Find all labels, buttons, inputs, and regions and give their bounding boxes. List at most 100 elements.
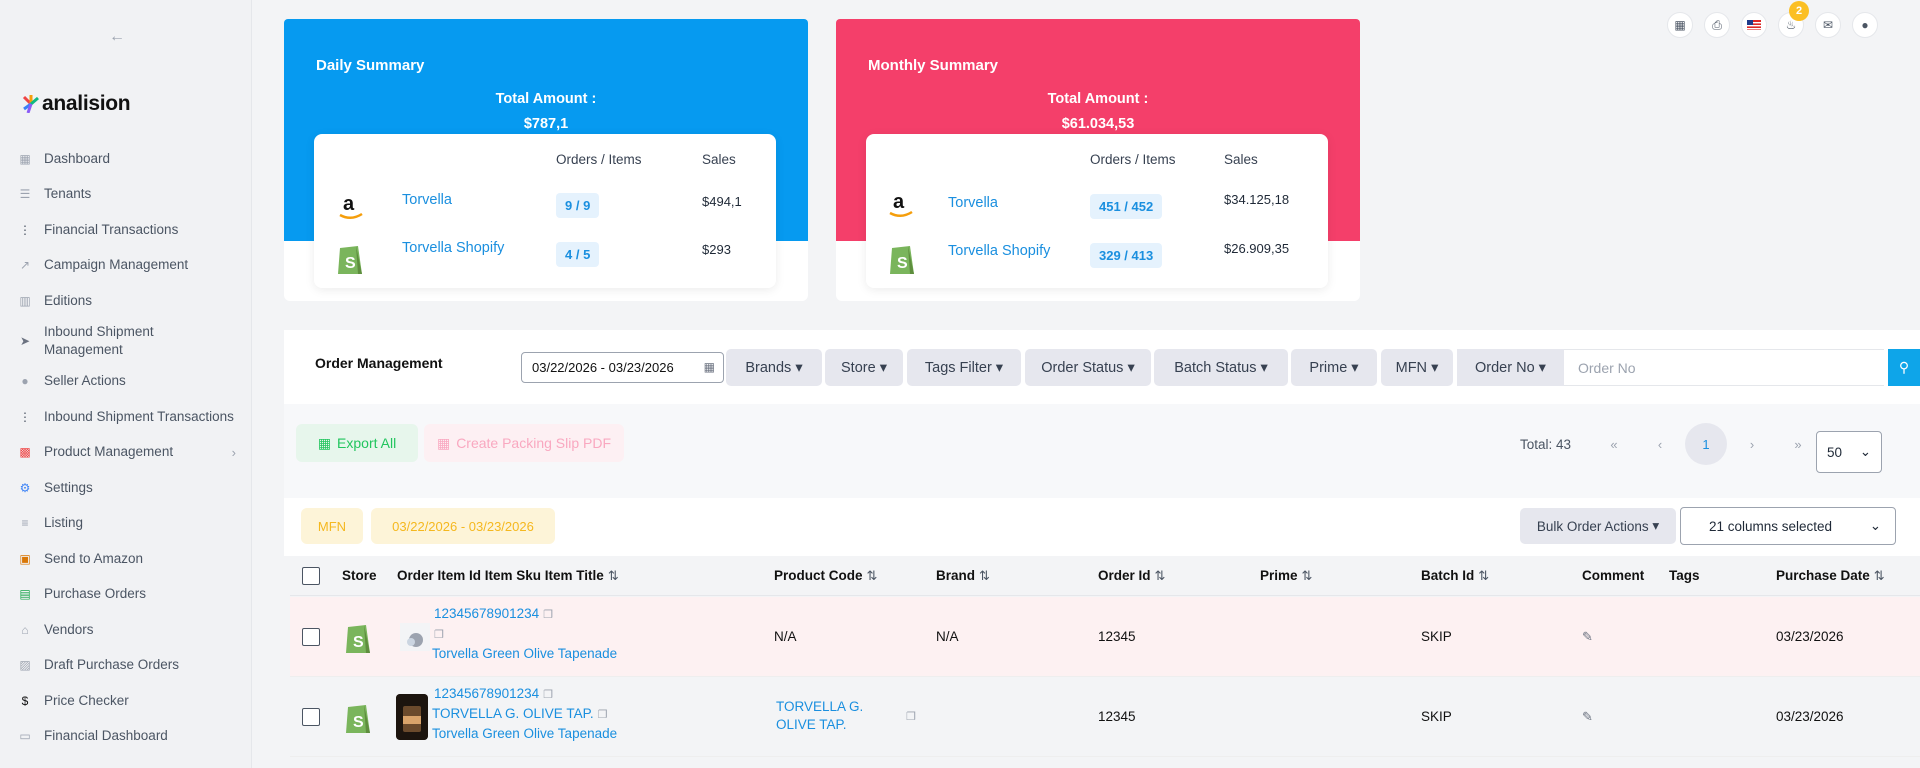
- sidebar-item-label: Listing: [44, 515, 84, 531]
- product-code[interactable]: TORVELLA G. OLIVE TAP.: [776, 699, 864, 732]
- select-all-checkbox[interactable]: [302, 567, 320, 585]
- sidebar-item-dashboard[interactable]: ▦ Dashboard: [0, 141, 252, 177]
- per-page-select[interactable]: 50 ⌄: [1816, 431, 1882, 473]
- order-no-input[interactable]: Order No: [1564, 349, 1884, 386]
- header-purchase-date[interactable]: Purchase Date ⇅: [1776, 568, 1885, 584]
- header-brand[interactable]: Brand ⇅: [936, 568, 990, 584]
- total-count: Total: 43: [1520, 436, 1572, 452]
- chip-date[interactable]: 03/22/2026 - 03/23/2026: [371, 508, 555, 544]
- copy-icon[interactable]: ❐: [906, 711, 916, 723]
- last-page-icon[interactable]: »: [1794, 436, 1802, 452]
- search-button[interactable]: ⚲: [1888, 349, 1920, 386]
- row-checkbox[interactable]: [302, 628, 320, 646]
- monthly-sales-torvella-shopify: $26.909,35: [1224, 241, 1290, 256]
- sidebar-item-draft-purchase-orders[interactable]: ▨ Draft Purchase Orders: [0, 648, 252, 684]
- sidebar-item-financial-dashboard[interactable]: ▭ Financial Dashboard: [0, 719, 252, 755]
- sidebar-item-financial-transactions[interactable]: ⋮ Financial Transactions: [0, 212, 252, 248]
- item-id[interactable]: 12345678901234 ❐: [434, 686, 553, 701]
- header-product-code[interactable]: Product Code ⇅: [774, 568, 877, 584]
- first-page-icon[interactable]: «: [1610, 436, 1618, 452]
- order-id[interactable]: 12345: [1098, 709, 1136, 724]
- sidebar-item-label: Settings: [44, 479, 93, 495]
- bulk-order-actions-button[interactable]: Bulk Order Actions ▾: [1520, 508, 1676, 544]
- sidebar-item-campaign-management[interactable]: ↗ Campaign Management: [0, 248, 252, 284]
- filter-tags[interactable]: Tags Filter ▾: [907, 349, 1021, 386]
- sidebar-item-listing[interactable]: ≡ Listing: [0, 506, 252, 542]
- header-order-id[interactable]: Order Id ⇅: [1098, 568, 1165, 584]
- filter-mfn[interactable]: MFN ▾: [1381, 349, 1453, 386]
- sidebar-item-label: Product Management: [44, 444, 174, 460]
- per-page-value: 50: [1827, 444, 1843, 460]
- filter-order-no[interactable]: Order No ▾: [1457, 349, 1564, 386]
- sidebar-item-settings[interactable]: ⚙ Settings: [0, 470, 252, 506]
- sidebar-item-seller-actions[interactable]: ● Seller Actions: [0, 364, 252, 400]
- logo[interactable]: analision: [22, 92, 131, 116]
- printer-icon[interactable]: ⎙: [1704, 12, 1730, 38]
- filter-prime[interactable]: Prime ▾: [1291, 349, 1377, 386]
- product-thumbnail[interactable]: [396, 694, 428, 740]
- arrow-left-icon[interactable]: ←: [109, 28, 125, 45]
- sidebar-item-purchase-orders[interactable]: ▤ Purchase Orders: [0, 577, 252, 613]
- sidebar-item-tenants[interactable]: ☰ Tenants: [0, 177, 252, 213]
- filter-store[interactable]: Store ▾: [825, 349, 903, 386]
- bell-icon[interactable]: ♨ 2: [1778, 1, 1809, 38]
- box-icon: ▣: [19, 551, 31, 566]
- columns-select[interactable]: 21 columns selected ⌄: [1680, 507, 1896, 545]
- filter-batch-status[interactable]: Batch Status ▾: [1154, 349, 1288, 386]
- item-id[interactable]: 12345678901234 ❐: [434, 606, 553, 621]
- header-prime[interactable]: Prime ⇅: [1260, 568, 1312, 584]
- brand: N/A: [936, 629, 959, 644]
- sidebar-item-send-to-amazon[interactable]: ▣ Send to Amazon: [0, 541, 252, 577]
- notification-badge: 2: [1789, 1, 1809, 21]
- monthly-orders-torvella-shopify: 329 / 413: [1090, 243, 1163, 268]
- item-sku[interactable]: TORVELLA G. OLIVE TAP. ❐: [432, 706, 607, 721]
- sidebar-item-price-checker[interactable]: $ Price Checker: [0, 683, 252, 719]
- header-batch-id[interactable]: Batch Id ⇅: [1421, 568, 1489, 584]
- product-thumbnail[interactable]: [400, 623, 430, 651]
- copy-icon[interactable]: ❐: [543, 689, 553, 701]
- daily-store-torvella[interactable]: Torvella: [402, 192, 452, 208]
- row-checkbox[interactable]: [302, 708, 320, 726]
- table-row[interactable]: S 12345678901234 ❐ TORVELLA G. OLIVE TAP.…: [290, 677, 1920, 757]
- chip-mfn[interactable]: MFN: [301, 508, 363, 544]
- copy-icon[interactable]: ❐: [434, 629, 444, 641]
- copy-icon[interactable]: ❐: [597, 709, 608, 721]
- sidebar-item-inbound-shipment-management[interactable]: ➤ Inbound Shipment Management: [0, 319, 252, 364]
- monthly-store-torvella[interactable]: Torvella: [948, 195, 998, 211]
- filter-brands[interactable]: Brands ▾: [726, 349, 822, 386]
- monthly-store-torvella-shopify[interactable]: Torvella Shopify: [948, 243, 1051, 259]
- filter-label: Store: [841, 359, 876, 376]
- sort-icon: ⇅: [979, 568, 990, 583]
- chat-icon[interactable]: ✉: [1815, 12, 1841, 38]
- sidebar-item-product-management[interactable]: ▩ Product Management ›: [0, 435, 252, 471]
- filter-order-status[interactable]: Order Status ▾: [1025, 349, 1151, 386]
- sku-copy[interactable]: ❐: [434, 626, 444, 641]
- table-row[interactable]: S 12345678901234 ❐ ❐ Torvella Green Olive…: [290, 597, 1920, 677]
- edit-comment-icon[interactable]: ✎: [1582, 709, 1593, 724]
- pdf-label: Create Packing Slip PDF: [456, 435, 612, 451]
- order-id[interactable]: 12345: [1098, 629, 1136, 644]
- copy-icon[interactable]: ❐: [543, 609, 553, 621]
- create-packing-slip-button[interactable]: ▦ Create Packing Slip PDF: [424, 424, 624, 462]
- date-range-input[interactable]: 03/22/2026 - 03/23/2026 ▦: [521, 352, 724, 383]
- item-title[interactable]: Torvella Green Olive Tapenade: [432, 646, 618, 661]
- current-page[interactable]: 1: [1685, 423, 1728, 465]
- header-item[interactable]: Order Item Id Item Sku Item Title ⇅: [397, 568, 619, 584]
- listing-icon: ≡: [21, 516, 29, 531]
- flag-us-icon[interactable]: [1741, 12, 1767, 38]
- edit-comment-icon[interactable]: ✎: [1582, 629, 1593, 644]
- sidebar-item-vendors[interactable]: ⌂ Vendors: [0, 612, 252, 648]
- shopify-icon: S: [338, 246, 362, 274]
- daily-store-torvella-shopify[interactable]: Torvella Shopify: [402, 240, 505, 256]
- search-icon: ⚲: [1898, 359, 1910, 375]
- export-all-button[interactable]: ▦ Export All: [296, 424, 418, 462]
- user-icon[interactable]: ●: [1852, 12, 1878, 38]
- prev-page-icon[interactable]: ‹: [1657, 436, 1663, 452]
- calculator-icon[interactable]: ▦: [1667, 12, 1693, 38]
- daily-col-orders: Orders / Items: [556, 152, 642, 167]
- sidebar-item-label: Tenants: [44, 186, 92, 202]
- item-title[interactable]: Torvella Green Olive Tapenade: [432, 726, 618, 741]
- next-page-icon[interactable]: ›: [1749, 436, 1755, 452]
- sidebar-item-editions[interactable]: ▥ Editions: [0, 283, 252, 319]
- sidebar-item-inbound-shipment-transactions[interactable]: ⋮ Inbound Shipment Transactions: [0, 399, 252, 435]
